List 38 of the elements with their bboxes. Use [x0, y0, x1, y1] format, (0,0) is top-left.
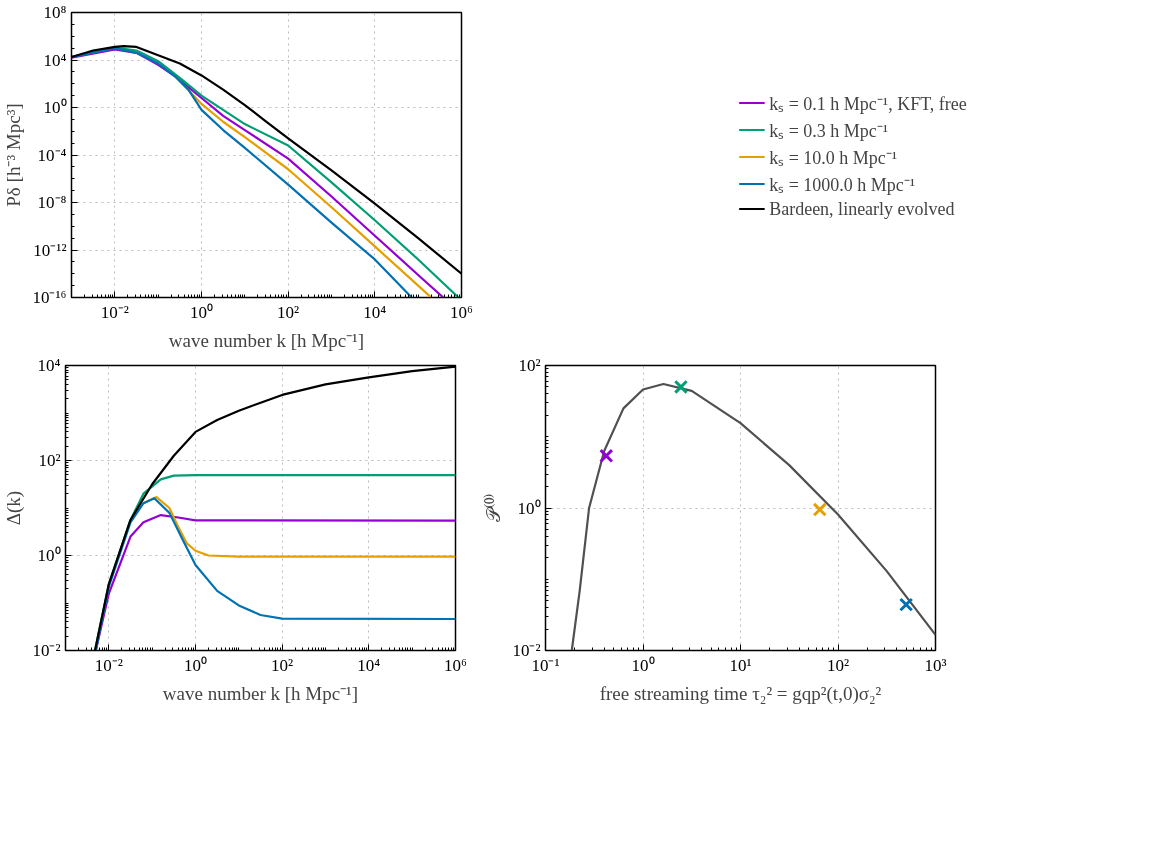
x-tick-label: 10⁴	[357, 655, 381, 675]
x-axis-title: wave number k [h Mpc⁻¹]	[162, 682, 359, 704]
x-tick-label: 10³	[924, 655, 947, 675]
x-tick-label: 10⁻²	[100, 302, 129, 322]
y-tick-label: 10⁻¹²	[33, 240, 67, 260]
x-tick-label: 10²	[277, 302, 300, 322]
y-tick-label: 10²	[518, 356, 541, 375]
legend-label: kₛ = 1000.0 h Mpc⁻¹	[769, 173, 916, 195]
x-tick-label: 10¹	[729, 655, 752, 675]
y-tick-label: 10⁻⁴	[37, 145, 67, 165]
y-axis-title: 𝒫⁽⁰⁾	[483, 494, 505, 522]
y-axis-title: Pδ [h⁻³ Mpc³]	[3, 103, 25, 207]
legend-label: kₛ = 0.3 h Mpc⁻¹	[769, 119, 889, 141]
x-axis-title: wave number k [h Mpc⁻¹]	[168, 329, 365, 351]
x-tick-label: 10⁶	[450, 302, 474, 322]
legend-label: Bardeen, linearly evolved	[769, 198, 955, 219]
x-tick-label: 10⁻²	[94, 655, 123, 675]
y-tick-label: 10⁴	[37, 356, 61, 375]
x-tick-label: 10⁰	[631, 655, 655, 675]
legend-label: kₛ = 0.1 h Mpc⁻¹, KFT, free	[769, 92, 967, 114]
x-axis-title: free streaming time τ₂² = gqp²(t,0)σ₂²	[599, 682, 882, 705]
y-tick-label: 10⁰	[43, 98, 67, 117]
y-tick-label: 10⁰	[517, 498, 541, 518]
y-tick-label: 10⁰	[37, 546, 61, 565]
legend-label: kₛ = 10.0 h Mpc⁻¹	[769, 146, 898, 168]
x-tick-label: 10⁰	[190, 302, 213, 322]
x-tick-label: 10⁴	[363, 302, 387, 322]
y-tick-label: 10⁻⁸	[37, 193, 67, 212]
x-tick-label: 10²	[826, 655, 850, 675]
y-tick-label: 10⁸	[43, 3, 67, 22]
x-tick-label: 10⁰	[184, 655, 207, 675]
y-tick-label: 10⁻¹⁶	[32, 288, 67, 307]
y-tick-label: 10²	[38, 451, 61, 470]
y-axis-title: Δ(k)	[3, 490, 26, 526]
y-tick-label: 10⁻²	[32, 641, 61, 660]
y-tick-label: 10⁴	[43, 50, 67, 70]
x-tick-label: 10⁶	[444, 655, 468, 675]
x-tick-label: 10²	[271, 655, 294, 675]
